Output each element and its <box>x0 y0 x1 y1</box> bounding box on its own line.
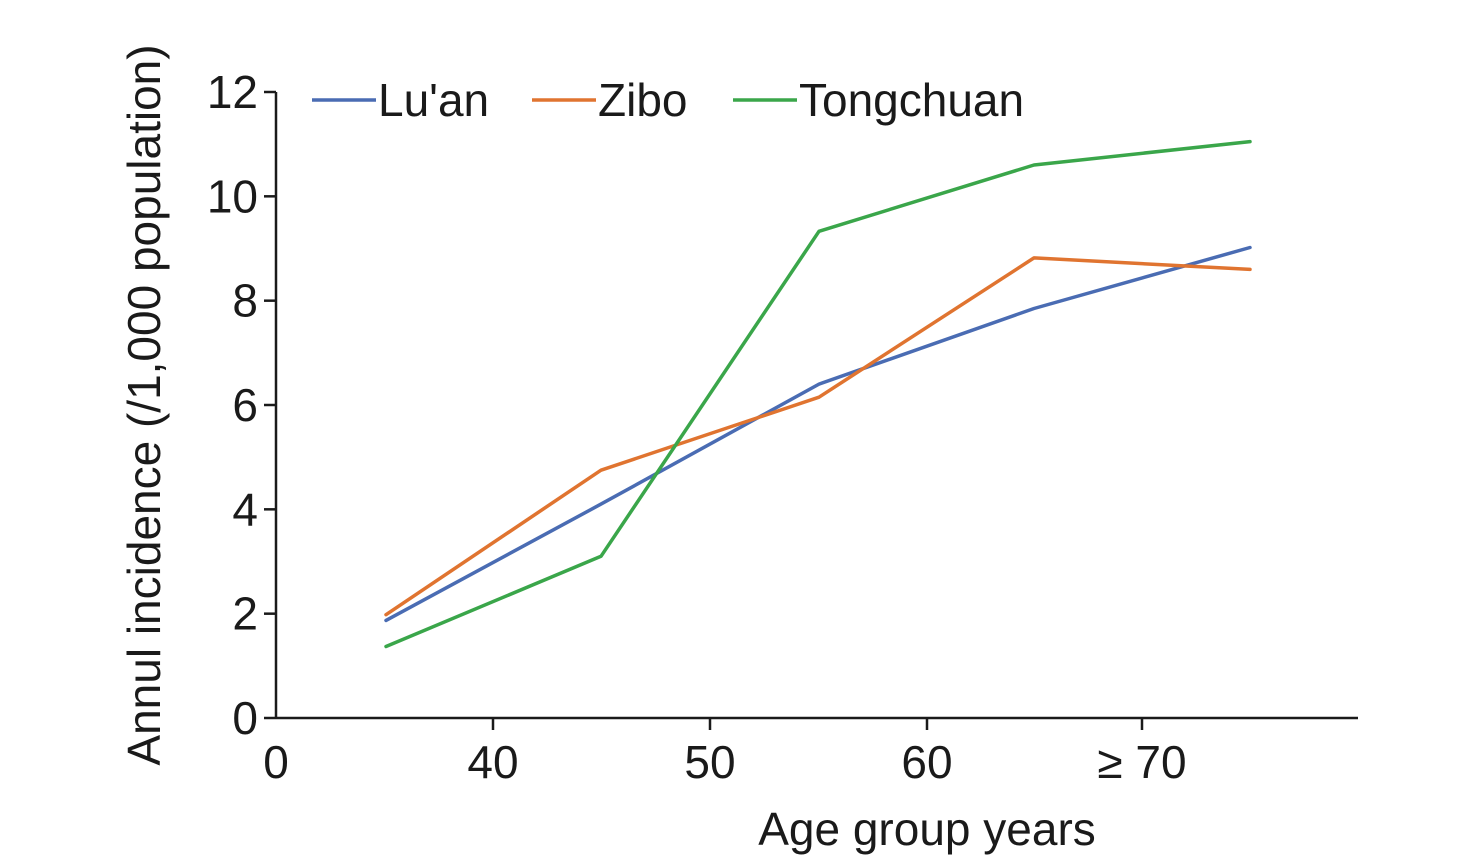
x-tick-label: 60 <box>901 736 952 788</box>
y-tick-label: 10 <box>207 170 258 222</box>
y-tick-label: 8 <box>232 275 258 327</box>
series-line-tongchuan <box>384 139 1252 649</box>
x-tick-label: 40 <box>467 736 518 788</box>
series-line-zibo <box>384 256 1252 617</box>
x-tick-label: 0 <box>263 736 289 788</box>
y-tick-label: 12 <box>207 66 258 118</box>
y-tick-label: 6 <box>232 379 258 431</box>
y-tick-label: 2 <box>232 588 258 640</box>
series-line-lu-an <box>384 245 1252 623</box>
y-ticks: 0 2 4 6 8 10 12 <box>207 66 276 744</box>
x-axis-title: Age group years <box>758 803 1096 855</box>
legend-label-tongchuan: Tongchuan <box>799 74 1024 126</box>
y-tick-label: 4 <box>232 483 258 535</box>
legend-label-lu-an: Lu'an <box>378 74 489 126</box>
x-tick-label: 50 <box>684 736 735 788</box>
y-axis-title: Annul incidence (/1,000 population) <box>118 44 170 765</box>
series-lines <box>384 139 1252 649</box>
y-tick-label: 0 <box>232 692 258 744</box>
x-ticks: 0 40 50 60 ≥ 70 <box>263 718 1187 788</box>
x-tick-label: ≥ 70 <box>1097 736 1186 788</box>
legend-label-zibo: Zibo <box>598 74 687 126</box>
legend: Lu'an Zibo Tongchuan <box>312 74 1024 126</box>
